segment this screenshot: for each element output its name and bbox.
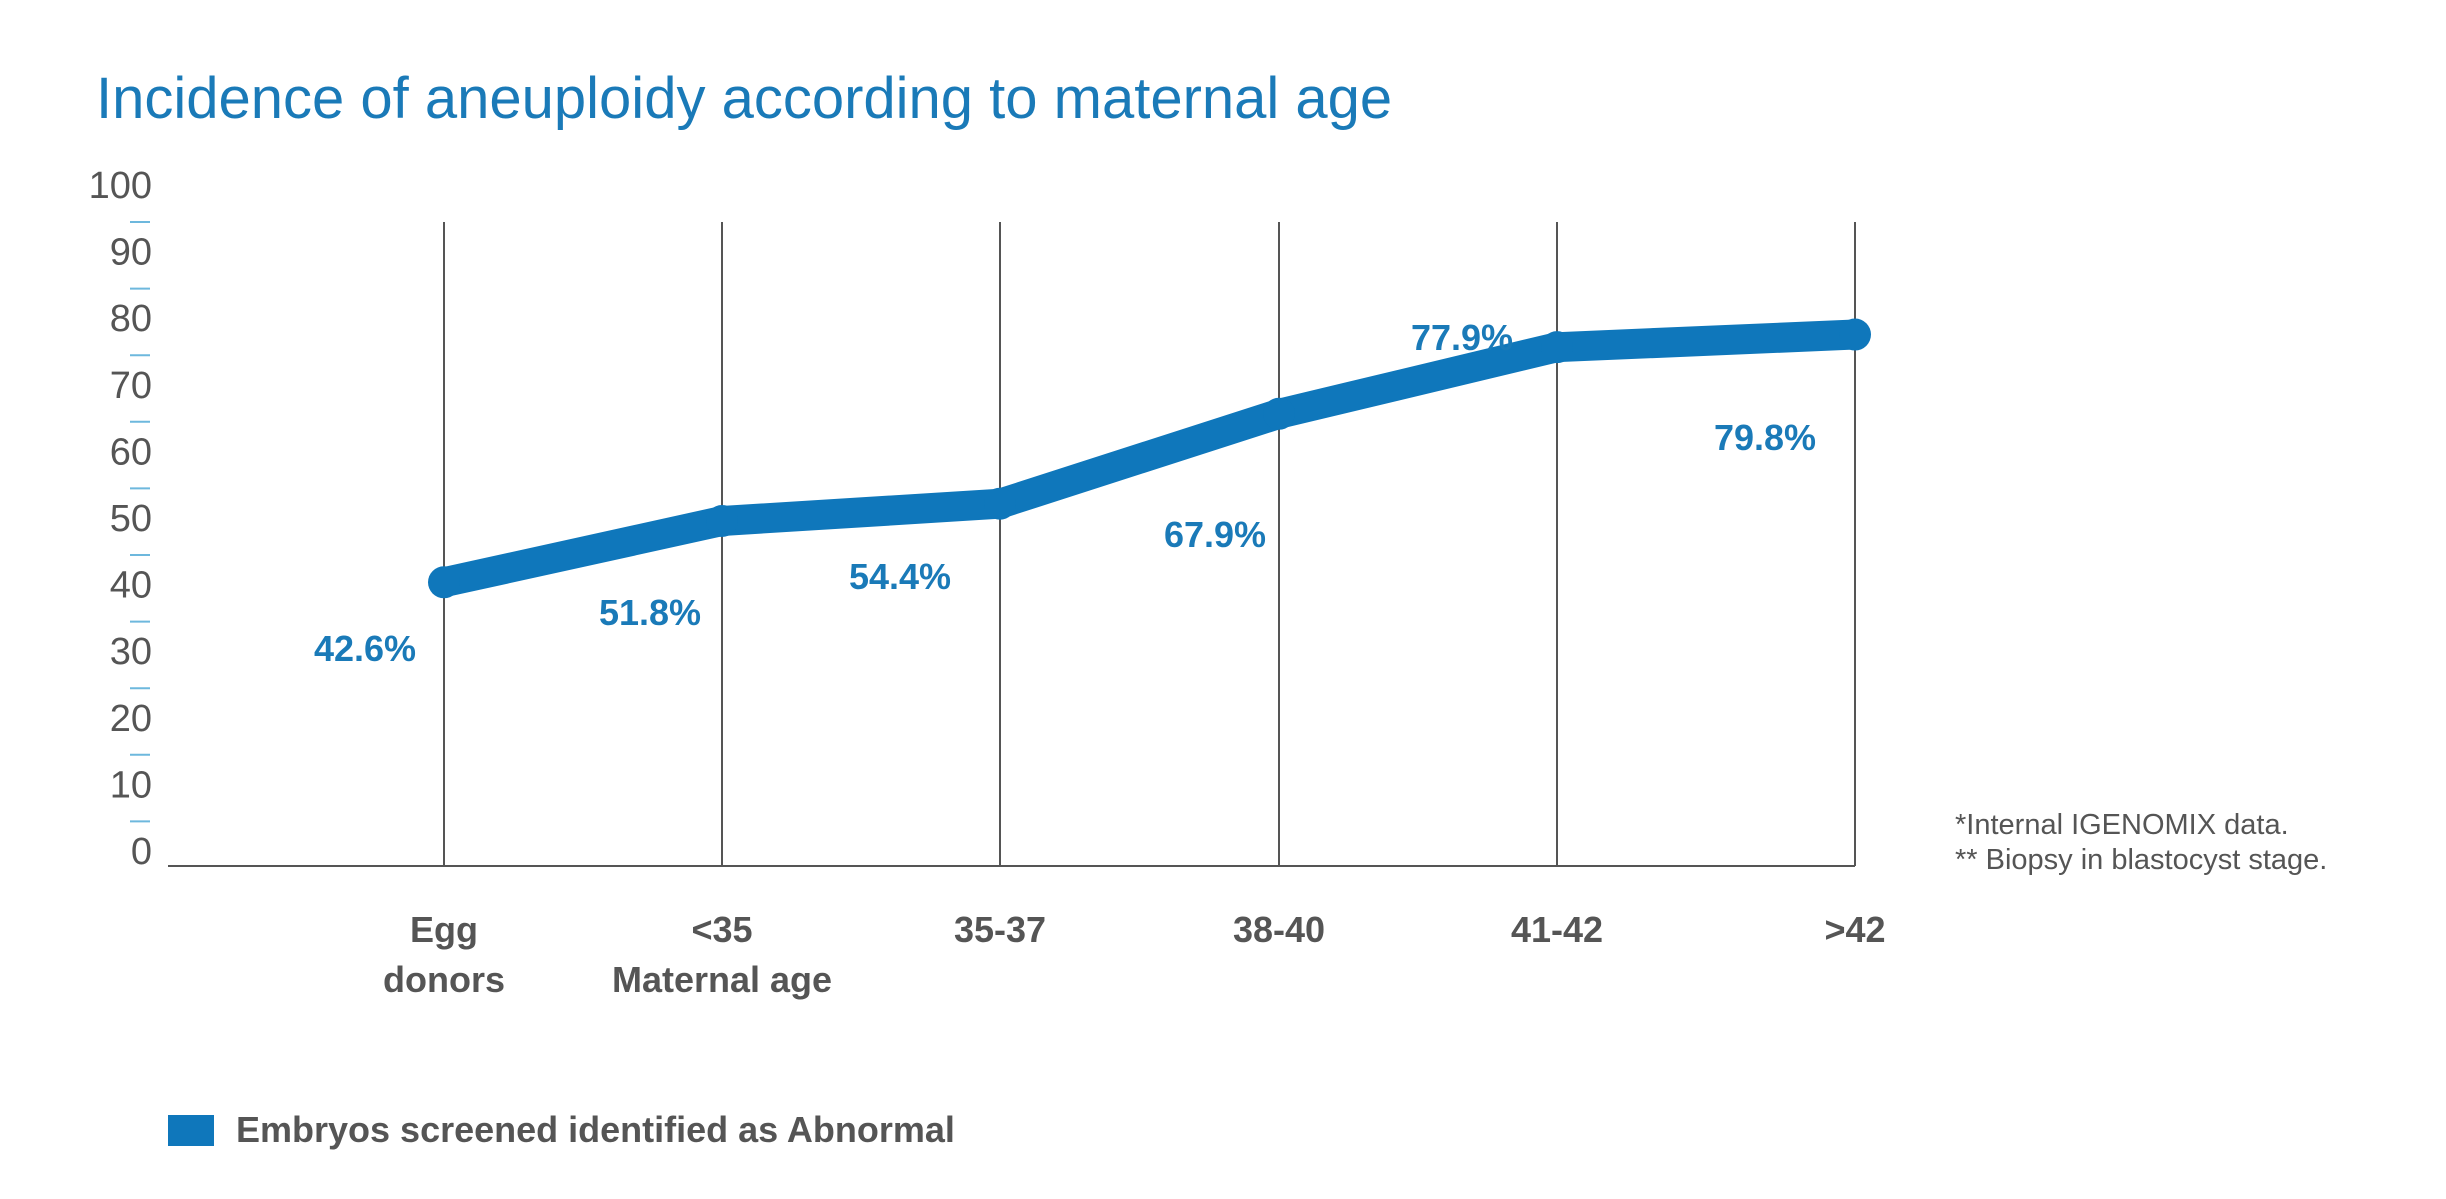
y-tick-label: 30 [110,631,152,673]
data-label: 51.8% [599,592,701,633]
y-tick-label: 0 [131,831,152,873]
footnote: *Internal IGENOMIX data. [1955,809,2289,841]
legend: Embryos screened identified as Abnormal [168,1109,955,1150]
legend-swatch [168,1115,214,1146]
data-point [706,505,738,538]
data-point [984,487,1016,520]
x-tick-label: 41-42 [1511,909,1603,950]
x-tick-label: <35 [691,909,752,950]
data-label: 42.6% [314,628,416,669]
y-tick-label: 100 [89,165,152,207]
x-axis-labels: Egg donors <35 Maternal age 35-37 38-40 41-42 >… [383,909,1886,1000]
y-axis-ticks: 0 10 20 30 40 50 60 70 80 90 100 [89,165,152,873]
y-tick-label: 40 [110,565,152,607]
data-point [1839,318,1871,351]
chart-title: Incidence of aneuploidy according to mat… [96,66,1392,131]
x-tick-label: Egg [410,909,478,950]
data-label: 79.8% [1714,417,1816,458]
series-line-path [429,319,1870,598]
data-labels: 42.6% 51.8% 54.4% 67.9% 77.9% 79.8% [314,317,1816,669]
notes: *Internal IGENOMIX data.** Biopsy in bla… [1955,809,2327,876]
data-label: 54.4% [849,556,951,597]
data-point [428,566,460,599]
gridlines [443,222,1856,866]
y-tick-label: 90 [110,232,152,274]
series-line-abnormal [428,318,1871,599]
footnote: ** Biopsy in blastocyst stage. [1955,844,2327,876]
x-tick-label: donors [383,959,505,1000]
y-tick-label: 10 [110,764,152,806]
data-label: 77.9% [1411,317,1513,358]
legend-label: Embryos screened identified as Abnormal [236,1109,955,1150]
data-point [1263,397,1295,430]
y-tick-label: 20 [110,698,152,740]
y-tick-label: 80 [110,298,152,340]
x-tick-label: Maternal age [612,959,832,1000]
data-label: 67.9% [1164,514,1266,555]
y-tick-label: 70 [110,365,152,407]
y-tick-label: 50 [110,498,152,540]
x-tick-label: >42 [1824,909,1885,950]
data-point [1541,331,1573,364]
x-tick-label: 38-40 [1233,909,1325,950]
x-tick-label: 35-37 [954,909,1046,950]
y-tick-label: 60 [110,431,152,473]
